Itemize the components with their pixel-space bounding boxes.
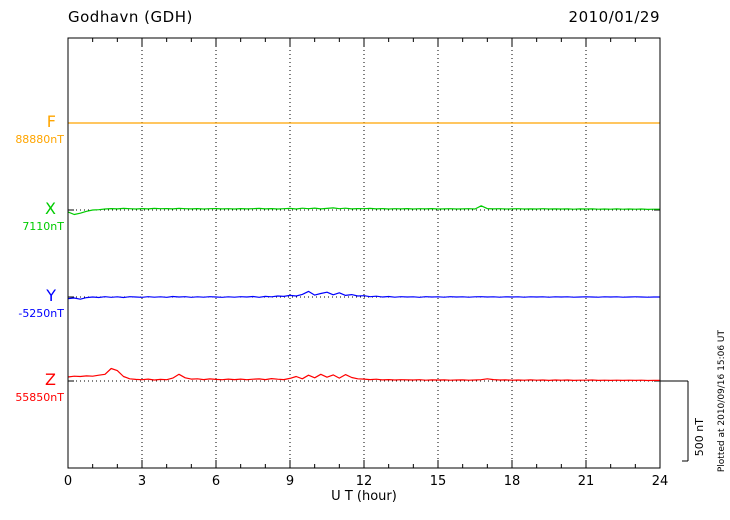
plot-frame	[67, 37, 661, 469]
plot-date: 2010/01/29	[568, 8, 660, 26]
x-tick-label: 18	[504, 474, 521, 489]
x-tick-label: 12	[356, 474, 373, 489]
trace-Y	[67, 290, 660, 300]
channel-reference-Y: -5250nT	[18, 307, 64, 320]
x-tick-label: 24	[652, 474, 669, 489]
x-tick-label: 6	[212, 474, 220, 489]
channel-label-Z: Z	[45, 370, 56, 389]
x-tick-label: 3	[138, 474, 146, 489]
trace-Z	[67, 367, 660, 382]
trace-X	[67, 205, 660, 216]
channel-reference-X: 7110nT	[22, 220, 64, 233]
scale-bar-label: 500 nT	[693, 417, 706, 456]
x-tick-label: 15	[430, 474, 447, 489]
channel-reference-Z: 55850nT	[15, 391, 64, 404]
x-tick-label: 0	[64, 474, 72, 489]
station-title: Godhavn (GDH)	[68, 8, 193, 26]
x-axis-label: U T (hour)	[331, 489, 397, 504]
x-tick-label: 9	[286, 474, 294, 489]
x-tick-label: 21	[578, 474, 595, 489]
channel-label-Y: Y	[45, 286, 56, 305]
channel-reference-F: 88880nT	[15, 133, 64, 146]
plotted-at-note: Plotted at 2010/09/16 15:06 UT	[717, 329, 727, 472]
channel-label-X: X	[45, 199, 56, 218]
channel-label-F: F	[47, 112, 56, 131]
